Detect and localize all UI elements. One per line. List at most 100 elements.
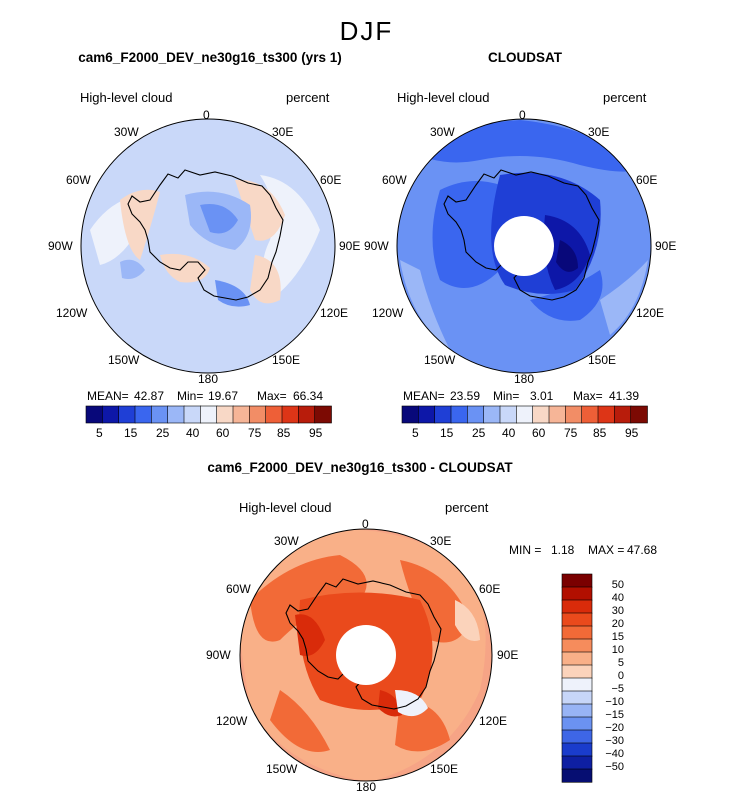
panel-cloudsat-cb-tick-85: 85: [593, 426, 607, 440]
panel-diff-max-label: MAX =: [588, 543, 625, 557]
panel-diff-lon-90e: 90E: [497, 648, 519, 662]
panel-model-cb-tick-40: 40: [186, 426, 200, 440]
panel-cloudsat-lon-150e: 150E: [588, 353, 617, 367]
panel-cloudsat-cb-tick-75: 75: [564, 426, 578, 440]
panel-model-mean-label: MEAN=: [87, 389, 129, 403]
panel-diff-max-value: 47.68: [627, 543, 658, 557]
panel-diff-units-label: percent: [445, 500, 489, 515]
panel-diff-cb-tick: 15: [611, 631, 624, 643]
panel-diff-cb-tick: −5: [611, 683, 624, 695]
panel-diff-colorbar-swatch: [561, 755, 593, 770]
panel-model-cb-tick-25: 25: [156, 426, 170, 440]
panel-cloudsat-cb-tick-60: 60: [532, 426, 546, 440]
panel-model-lon-150e: 150E: [272, 353, 301, 367]
panel-model-mean-value: 42.87: [134, 389, 165, 403]
panel-diff-cb-tick: 40: [611, 592, 624, 604]
panel-diff-lon-90w: 90W: [206, 648, 231, 662]
panel-cloudsat-lon-120w: 120W: [372, 306, 404, 320]
panel-diff-cb-tick: −30: [605, 735, 624, 747]
panel-cloudsat-lon-60w: 60W: [382, 173, 407, 187]
panel-cloudsat-mean-value: 23.59: [450, 389, 481, 403]
panel-diff-colorbar-swatch: [561, 625, 593, 640]
panel-diff-min-value: 1.18: [551, 543, 575, 557]
panel-model-lon-0: 0: [203, 108, 210, 122]
season-title: DJF: [339, 16, 394, 46]
panel-model-title: cam6_F2000_DEV_ne30g16_ts300 (yrs 1): [78, 50, 342, 65]
panel-diff-colorbar-swatch: [561, 599, 593, 614]
panel-cloudsat-lon-90e: 90E: [655, 239, 677, 253]
panel-cloudsat-title: CLOUDSAT: [488, 50, 562, 65]
panel-diff-cb-tick: −20: [605, 722, 624, 734]
panel-diff-colorbar-swatch: [561, 716, 593, 731]
panel-model-cb-tick-85: 85: [277, 426, 291, 440]
panel-model-lon-120w: 120W: [56, 306, 88, 320]
panel-model-max-label: Max=: [257, 389, 287, 403]
panel-cloudsat-colorbar: [401, 405, 648, 424]
panel-cloudsat-cb-tick-5: 5: [412, 426, 419, 440]
panel-cloudsat-lon-90w: 90W: [364, 239, 389, 253]
panel-model-lon-90e: 90E: [339, 239, 361, 253]
panel-cloudsat-polar-gap: [494, 216, 554, 276]
panel-diff-lon-180: 180: [356, 780, 377, 794]
panel-cloudsat-lon-0: 0: [519, 108, 526, 122]
panel-cloudsat-max-value: 41.39: [609, 389, 640, 403]
panel-diff-cb-tick: 0: [617, 670, 624, 682]
panel-model-lon-150w: 150W: [108, 353, 140, 367]
panel-diff-cb-tick: 20: [611, 618, 624, 630]
panel-diff-colorbar-swatch: [561, 729, 593, 744]
panel-diff-cb-tick: −10: [605, 696, 624, 708]
panel-model-min-value: 19.67: [208, 389, 239, 403]
panel-diff-cb-tick: −40: [605, 748, 624, 760]
panel-model-colorbar-swatch: [314, 405, 332, 424]
panel-cloudsat-lon-180: 180: [514, 372, 535, 386]
panel-cloudsat-lon-30w: 30W: [430, 125, 455, 139]
panel-model-cb-tick-60: 60: [216, 426, 230, 440]
panel-diff-cb-tick: 5: [617, 657, 624, 669]
panel-cloudsat-antarctica-coastline: [443, 169, 600, 301]
panel-cloudsat-min-label: Min=: [493, 389, 520, 403]
panel-cloudsat-map-border: [396, 118, 652, 374]
panel-diff-cb-tick: −50: [605, 761, 624, 773]
panel-cloudsat-lon-120e: 120E: [636, 306, 665, 320]
panel-cloudsat-lon-150w: 150W: [424, 353, 456, 367]
panel-diff-colorbar-swatch: [561, 664, 593, 679]
panel-diff-map-border: [239, 528, 493, 782]
panel-model-colorbar: [85, 405, 332, 424]
panel-diff-colorbar-swatch: [561, 742, 593, 757]
panel-diff-lon-150e: 150E: [430, 762, 459, 776]
panel-diff-polar-gap: [336, 625, 396, 685]
panel-cloudsat-cb-tick-15: 15: [440, 426, 454, 440]
panel-diff-title: cam6_F2000_DEV_ne30g16_ts300 - CLOUDSAT: [207, 460, 513, 475]
panel-diff-colorbar-swatch: [561, 573, 593, 588]
panel-cloudsat-min-value: 3.01: [530, 389, 554, 403]
panel-model-units-label: percent: [286, 90, 330, 105]
panel-diff-field-label: High-level cloud: [239, 500, 332, 515]
panel-model-antarctica-coastline: [127, 169, 284, 301]
panel-diff-cb-tick: −15: [605, 709, 624, 721]
panel-diff-colorbar-swatch: [561, 586, 593, 601]
panel-cloudsat-cb-tick-40: 40: [502, 426, 516, 440]
panel-cloudsat-cb-tick-95: 95: [625, 426, 639, 440]
panel-diff-colorbar-swatch: [561, 638, 593, 653]
panel-diff-cb-tick: 30: [611, 605, 624, 617]
panel-diff-lon-60e: 60E: [479, 582, 501, 596]
panel-diff-lon-150w: 150W: [266, 762, 298, 776]
panel-diff-colorbar-swatch: [561, 651, 593, 666]
panel-diff-lon-120e: 120E: [479, 714, 508, 728]
panel-cloudsat-lon-60e: 60E: [636, 173, 658, 187]
panel-model-cb-tick-15: 15: [124, 426, 138, 440]
panel-cloudsat-field-label: High-level cloud: [397, 90, 490, 105]
panel-diff-lon-0: 0: [362, 517, 369, 531]
panel-diff-lon-30w: 30W: [274, 534, 299, 548]
panel-model-field-label: High-level cloud: [80, 90, 173, 105]
panel-diff-cb-tick: 10: [611, 644, 624, 656]
panel-model-lon-180: 180: [198, 372, 219, 386]
panel-diff-colorbar-swatch: [561, 768, 593, 783]
panel-cloudsat-units-label: percent: [603, 90, 647, 105]
panel-model-lon-60w: 60W: [66, 173, 91, 187]
panel-model-peninsula-high: [120, 189, 160, 260]
panel-model-cb-tick-75: 75: [248, 426, 262, 440]
panel-model-min-label: Min=: [177, 389, 204, 403]
